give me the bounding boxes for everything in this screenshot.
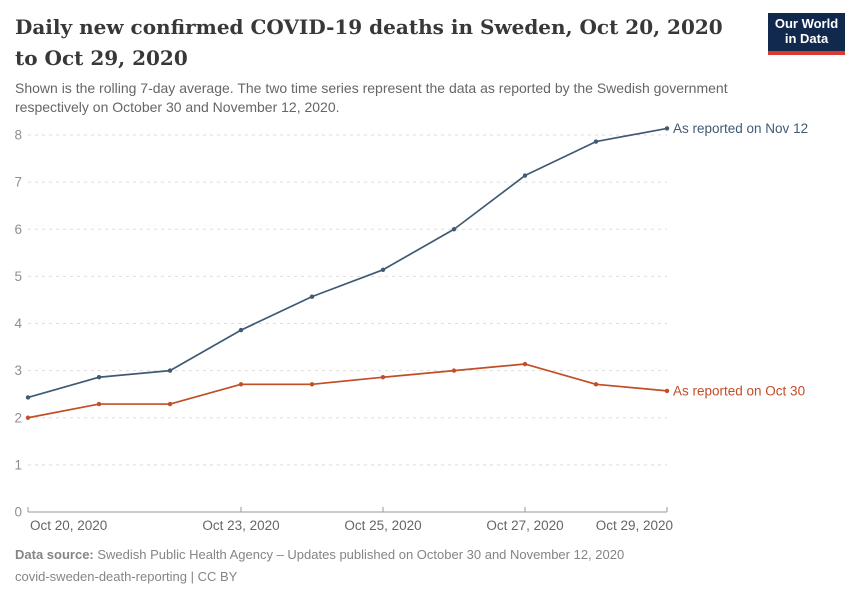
y-tick-label-4: 4 [14, 316, 22, 331]
data-point-s0-2 [167, 368, 173, 373]
data-point-s1-4 [309, 382, 315, 387]
chart-footer: Data source: Swedish Public Health Agenc… [15, 544, 835, 588]
data-point-s1-5 [380, 375, 386, 380]
series-end-label-1: As reported on Oct 30 [673, 383, 805, 398]
chart-title: Daily new confirmed COVID-19 deaths in S… [15, 15, 723, 70]
y-tick-label-6: 6 [14, 222, 22, 237]
data-point-s1-1 [96, 401, 102, 407]
y-tick-label-0: 0 [14, 505, 22, 520]
data-point-s1-6 [451, 368, 457, 373]
line-chart: 0 1 2 3 4 5 6 7 8 Oct 20, 2020 Oct 23, 2020 Oct 25,… [14, 121, 808, 533]
y-tick-label-8: 8 [14, 128, 22, 143]
footer-license-line: covid-sweden-death-reporting | CC BY [15, 569, 238, 585]
y-tick-label-2: 2 [14, 410, 22, 425]
y-tick-label-5: 5 [14, 269, 22, 284]
y-tick-label-7: 7 [14, 175, 22, 190]
data-point-s0-5 [380, 267, 386, 272]
owid-logo-line2: in Data [784, 30, 829, 46]
series-line-0 [27, 127, 668, 399]
x-tick-label-5: Oct 25, 2020 [344, 518, 421, 533]
x-tick-label-0: Oct 20, 2020 [30, 518, 107, 533]
data-point-s0-9 [664, 126, 670, 131]
owid-logo-line1: Our World [774, 16, 839, 31]
data-point-s1-8 [593, 382, 599, 387]
footer-datasource-label: Data source: [15, 547, 94, 562]
data-point-s0-7 [522, 173, 528, 178]
data-point-s1-3 [238, 382, 244, 387]
data-point-s0-0 [25, 395, 31, 400]
data-point-s1-2 [167, 401, 173, 407]
x-tick-label-9: Oct 29, 2020 [596, 518, 673, 533]
chart-subtitle: Shown is the rolling 7-day average. The … [15, 80, 728, 115]
footer-datasource-line: Data source: Swedish Public Health Agenc… [15, 544, 835, 566]
y-tick-label-1: 1 [14, 457, 22, 472]
y-tick-label-3: 3 [14, 363, 22, 378]
data-point-s1-7 [522, 361, 528, 367]
series-line-1 [27, 363, 668, 419]
data-point-s1-0 [25, 415, 31, 420]
data-point-s0-6 [451, 227, 457, 232]
data-point-s0-1 [96, 375, 102, 380]
x-tick-label-3: Oct 23, 2020 [202, 518, 279, 533]
owid-logo[interactable]: Our World in Data [768, 13, 845, 55]
x-tick-label-7: Oct 27, 2020 [486, 518, 563, 533]
series-end-label-0: As reported on Nov 12 [673, 121, 808, 136]
data-point-s1-9 [664, 388, 670, 394]
data-point-s0-3 [238, 327, 244, 333]
data-point-s0-8 [593, 139, 599, 144]
data-point-s0-4 [309, 294, 315, 299]
footer-datasource-text: Swedish Public Health Agency – Updates p… [93, 547, 625, 562]
